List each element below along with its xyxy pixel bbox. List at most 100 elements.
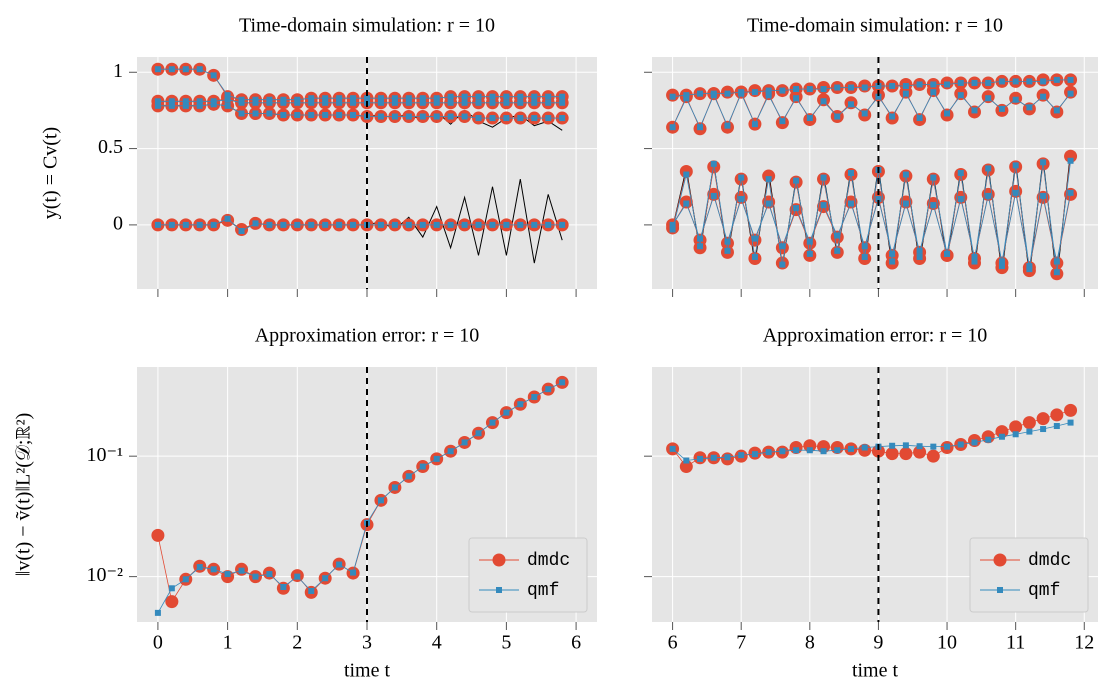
marker [559,93,566,100]
marker [957,195,964,202]
marker [492,553,506,567]
marker [707,160,721,174]
y-tick-label: 0 [113,212,123,234]
marker [182,221,189,228]
marker [1040,192,1047,199]
marker [985,436,992,443]
marker [238,96,245,103]
marker [489,99,496,106]
series-group [151,375,569,616]
marker [419,463,426,470]
marker [944,110,951,117]
marker [224,215,231,222]
marker [433,455,440,462]
marker [391,99,398,106]
marker [294,112,301,118]
marker [224,92,231,99]
marker [531,393,538,400]
marker [322,95,329,102]
marker [1067,419,1074,426]
marker [168,102,175,109]
legend-label: dmdc [1028,551,1071,571]
marker [252,573,259,580]
marker [998,433,1005,440]
marker [971,439,978,446]
marker [210,566,217,573]
marker [1012,189,1019,196]
marker [531,115,538,122]
marker [751,253,758,260]
marker [899,447,913,461]
x-tick-label: 6 [668,632,678,654]
marker [1064,403,1078,417]
legend-label: dmdc [527,551,570,571]
marker [697,243,704,250]
marker [433,99,440,106]
legend-label: qmf [1028,581,1060,601]
marker [875,195,882,202]
marker [461,99,468,106]
marker [971,79,978,86]
marker [1053,76,1060,83]
marker [861,110,868,117]
marker [447,113,454,120]
marker [461,439,468,446]
marker [971,258,978,265]
marker [902,90,909,97]
marker [154,102,161,109]
marker [697,455,704,462]
y-axis-label: y(t) = Cv(t) [40,127,62,219]
marker [913,445,927,459]
marker [793,177,800,184]
marker [738,195,745,202]
marker [350,569,357,576]
marker [280,112,287,118]
marker [765,176,772,183]
marker [322,575,329,582]
marker [779,261,786,268]
marker [336,561,343,568]
marker [1040,78,1047,85]
marker [847,170,854,176]
marker [433,221,440,228]
series-group [666,73,1078,281]
marker [238,110,245,117]
marker [738,174,745,181]
marker [294,221,301,228]
marker [1012,96,1019,103]
marker [545,386,552,393]
marker [391,113,398,120]
marker [985,79,992,86]
marker [724,122,731,129]
marker [322,99,329,106]
marker [710,92,717,99]
marker [447,448,454,455]
marker [433,95,440,102]
marker [765,87,772,94]
marker [489,221,496,228]
marker [957,92,964,99]
marker [419,99,426,106]
marker [806,86,813,93]
marker [724,454,731,461]
marker [793,86,800,93]
marker [889,250,896,257]
marker [985,192,992,199]
marker [461,93,468,100]
marker [765,200,772,207]
marker [820,448,827,455]
marker [847,101,854,108]
marker [683,171,690,178]
marker [902,83,909,89]
marker [224,96,231,103]
marker [998,78,1005,85]
marker [1040,159,1047,166]
marker [779,448,786,455]
marker [308,112,315,118]
legend-label: qmf [527,581,559,601]
marker [405,473,412,480]
x-tick-label: 3 [362,632,372,654]
marker [238,99,245,106]
marker [280,96,287,103]
marker [765,92,772,99]
